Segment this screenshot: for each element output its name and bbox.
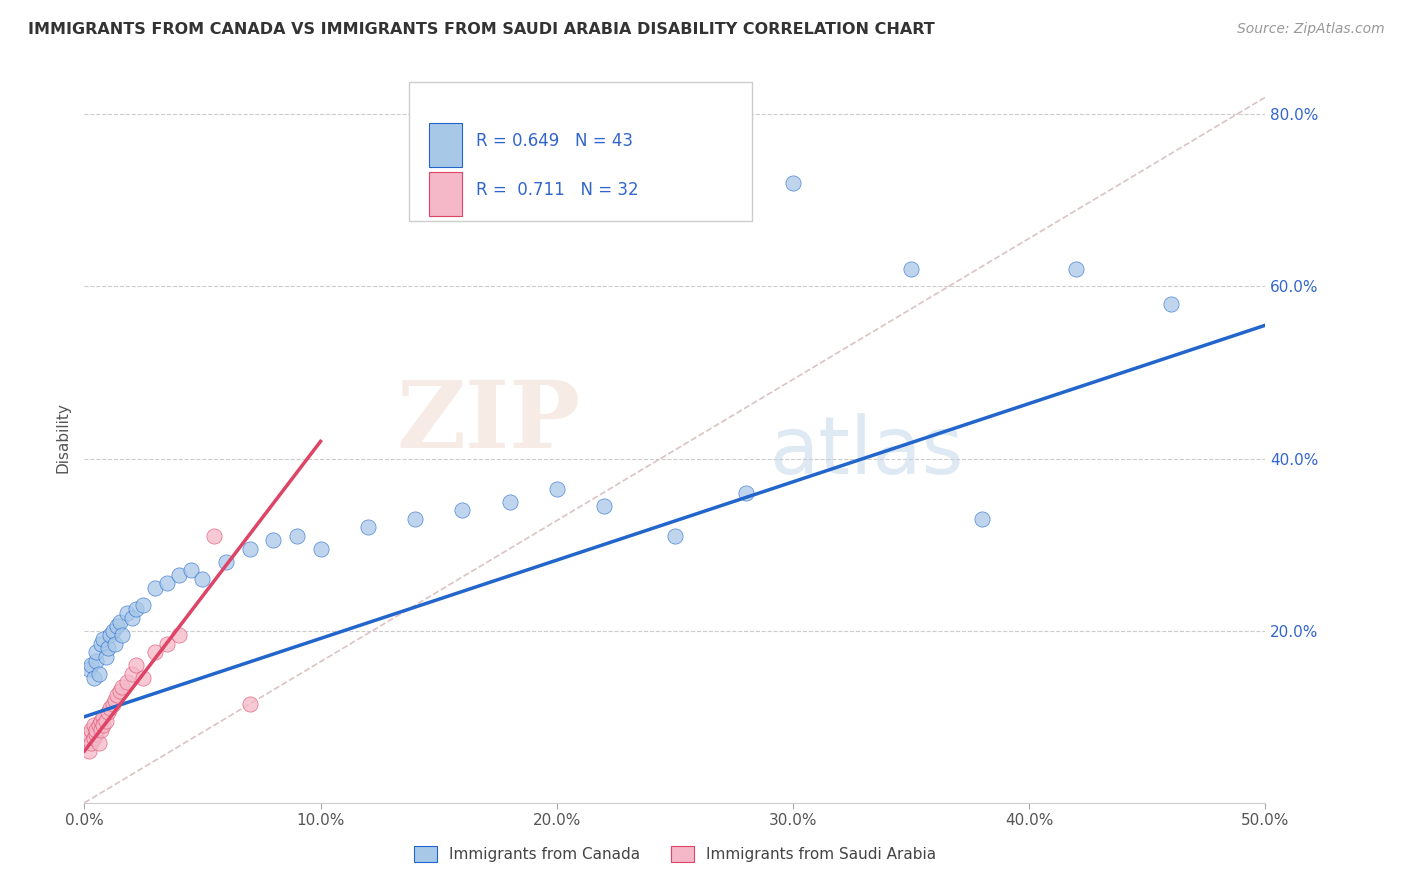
Point [84,645,107,659]
Point [593,499,616,513]
Point [76,731,98,746]
Point [180,564,202,578]
Point [90,723,112,737]
Point [98,701,121,715]
Point [782,176,804,190]
Point [84,727,107,741]
FancyBboxPatch shape [429,172,463,216]
Point [239,541,262,556]
FancyBboxPatch shape [409,82,752,221]
Point [132,598,155,612]
Text: Source: ZipAtlas.com: Source: ZipAtlas.com [1237,22,1385,37]
Point [94,714,117,728]
Point [91,718,114,732]
Point [357,520,380,534]
Point [101,624,124,638]
Point [121,611,143,625]
Point [546,482,568,496]
Point [132,671,155,685]
Point [80,658,103,673]
Point [262,533,284,548]
Point [900,262,922,277]
Point [104,637,127,651]
Text: ZIP: ZIP [396,377,581,467]
Point [87,666,110,681]
Point [167,628,190,642]
Point [451,503,474,517]
Point [111,680,134,694]
Point [111,628,134,642]
Point [107,619,129,633]
Point [664,529,686,543]
Point [1066,262,1088,277]
Point [77,744,100,758]
Point [191,572,214,586]
Point [84,654,107,668]
Point [239,697,262,711]
Point [91,632,114,647]
Point [309,541,332,556]
Point [115,607,138,621]
Point [121,666,143,681]
Point [83,671,105,685]
Point [80,735,103,749]
Point [84,723,107,737]
Point [90,714,112,728]
Point [125,658,148,673]
Point [404,512,426,526]
Point [115,675,138,690]
Point [83,731,105,746]
Point [97,640,120,655]
Point [215,555,238,569]
Point [1160,296,1182,310]
Point [156,576,179,591]
Y-axis label: Disability: Disability [55,401,70,473]
Point [104,692,127,706]
Point [202,529,225,543]
Point [125,602,148,616]
Legend: Immigrants from Canada, Immigrants from Saudi Arabia: Immigrants from Canada, Immigrants from … [408,840,942,868]
Point [143,645,166,659]
Text: R =  0.711   N = 32: R = 0.711 N = 32 [477,181,640,199]
Point [97,706,120,720]
Point [83,718,105,732]
Point [156,637,179,651]
Point [90,637,112,651]
Point [91,710,114,724]
Point [98,628,121,642]
Point [970,512,993,526]
Point [108,615,131,629]
Point [143,581,166,595]
Point [80,723,103,737]
Point [167,567,190,582]
Point [101,697,124,711]
Text: IMMIGRANTS FROM CANADA VS IMMIGRANTS FROM SAUDI ARABIA DISABILITY CORRELATION CH: IMMIGRANTS FROM CANADA VS IMMIGRANTS FRO… [28,22,935,37]
Point [108,684,131,698]
Point [77,727,100,741]
Point [107,688,129,702]
Point [77,662,100,676]
FancyBboxPatch shape [429,123,463,167]
Point [498,494,520,508]
Point [87,718,110,732]
Text: R = 0.649   N = 43: R = 0.649 N = 43 [477,132,634,150]
Point [734,486,756,500]
Point [285,529,308,543]
Point [87,735,110,749]
Point [94,649,117,664]
Text: atlas: atlas [769,413,963,491]
